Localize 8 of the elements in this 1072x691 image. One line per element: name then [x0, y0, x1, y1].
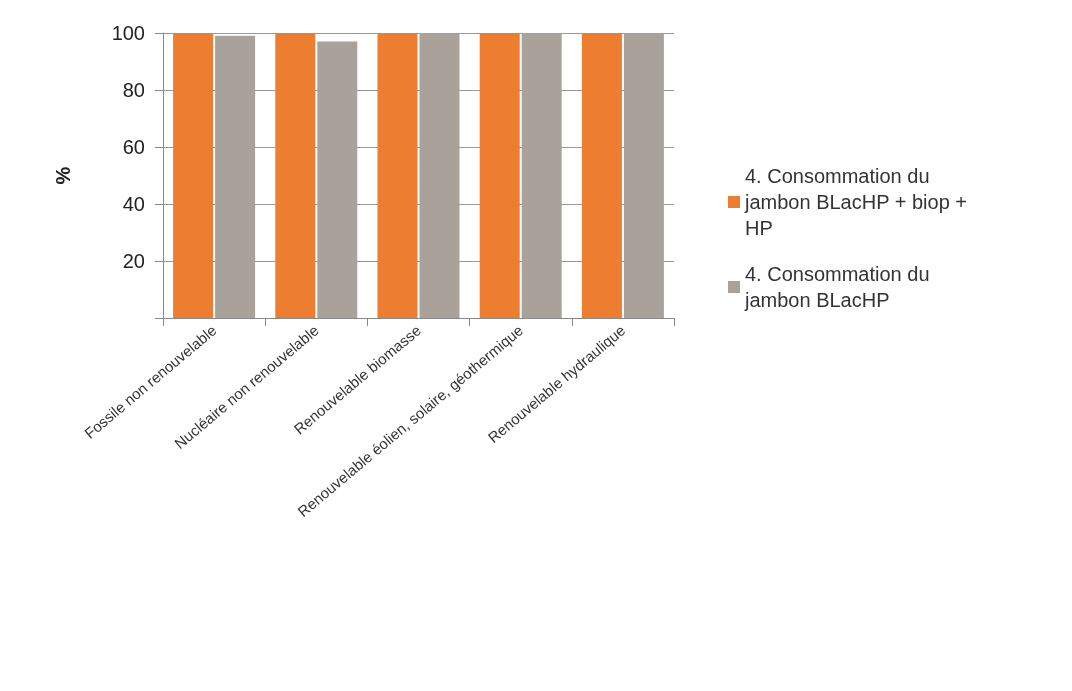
y-tick-label: 40 [122, 193, 145, 215]
y-tick-label: 100 [111, 22, 145, 44]
y-axis-title: % [52, 166, 74, 185]
y-tick-label: 60 [122, 136, 145, 158]
y-tick-label: 80 [122, 79, 145, 101]
legend-label: 4. Consommation du jambon BLacHP [744, 263, 936, 311]
y-tick-label: 20 [122, 250, 145, 272]
legend-label: 4. Consommation du jambon BLacHP + biop + HP [744, 165, 973, 239]
